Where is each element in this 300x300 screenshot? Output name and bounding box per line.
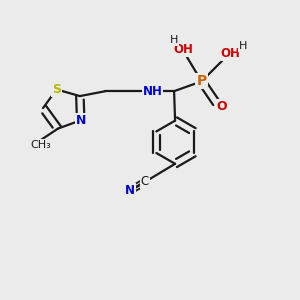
Text: P: P [196,74,207,88]
Text: N: N [76,114,86,127]
Text: NH: NH [142,85,162,98]
Text: N: N [125,184,135,197]
Text: H: H [170,35,178,45]
Text: C: C [140,175,149,188]
Text: CH₃: CH₃ [31,140,51,150]
Text: O: O [217,100,227,113]
Text: OH: OH [173,44,193,56]
Text: H: H [238,41,247,51]
Text: OH: OH [220,47,240,60]
Text: S: S [52,83,61,96]
